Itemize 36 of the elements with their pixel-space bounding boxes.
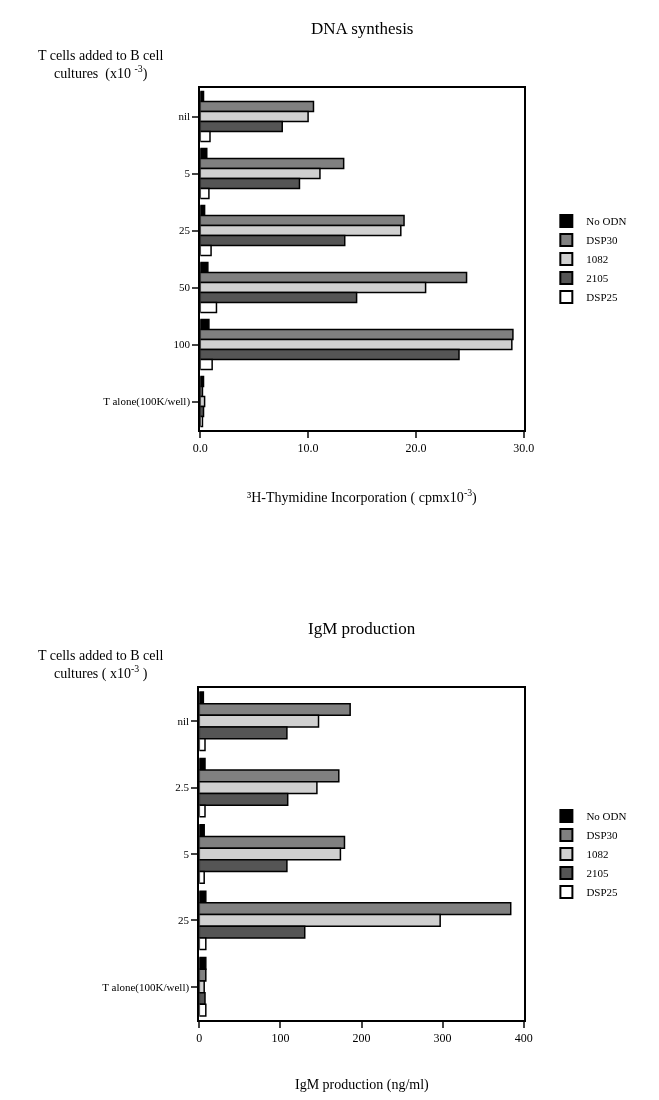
y-tick-label: 2.5	[175, 781, 190, 794]
x-tick-label: 20.0	[405, 441, 427, 456]
legend-label: 2105	[586, 272, 609, 285]
y-tick-label: nil	[177, 715, 190, 728]
x-axis-title: IgM production (ng/ml)	[295, 1077, 430, 1093]
x-tick-label: 0	[196, 1031, 203, 1046]
y-tick-label: T alone(100K/well)	[102, 980, 190, 994]
legend-label: No ODN	[586, 215, 627, 228]
y-tick-label: 5	[184, 167, 191, 180]
y-tick-label: nil	[178, 110, 191, 123]
x-tick-label: 30.0	[513, 441, 535, 456]
legend-label: 1082	[586, 848, 609, 861]
y-axis-title: T cells added to B cell cultures ( x10$^{-3}$ )	[38, 648, 164, 683]
x-tick-label: 10.0	[297, 441, 319, 456]
legend-label: DSP25	[586, 886, 619, 899]
x-tick-label: 200	[352, 1031, 371, 1046]
legend-label: DSP25	[586, 291, 619, 304]
y-tick-label: 25	[178, 914, 190, 927]
y-tick-label: 50	[179, 281, 191, 294]
chart-title: IgM production	[308, 619, 416, 638]
y-tick-label: 5	[183, 847, 190, 860]
y-tick-label: T alone(100K/well)	[103, 395, 191, 409]
x-tick-label: 400	[514, 1031, 533, 1046]
legend-label: DSP30	[586, 829, 619, 842]
x-tick-label: 0.0	[192, 441, 208, 456]
x-tick-label: 300	[433, 1031, 452, 1046]
x-tick-label: 100	[271, 1031, 290, 1046]
legend-label: 1082	[586, 253, 609, 266]
x-axis-title: ³H-Thymidine Incorporation ( cpmx10$^{-3}$)	[247, 487, 478, 506]
y-axis-title: T cells added to B cell cultures (x10 $^{-3}$)	[38, 48, 164, 83]
legend-label: 2105	[586, 867, 609, 880]
legend-label: DSP30	[586, 234, 619, 247]
legend-label: No ODN	[586, 810, 627, 823]
chart-title: DNA synthesis	[311, 19, 414, 38]
y-tick-label: 25	[179, 224, 191, 237]
y-tick-label: 100	[173, 338, 191, 351]
